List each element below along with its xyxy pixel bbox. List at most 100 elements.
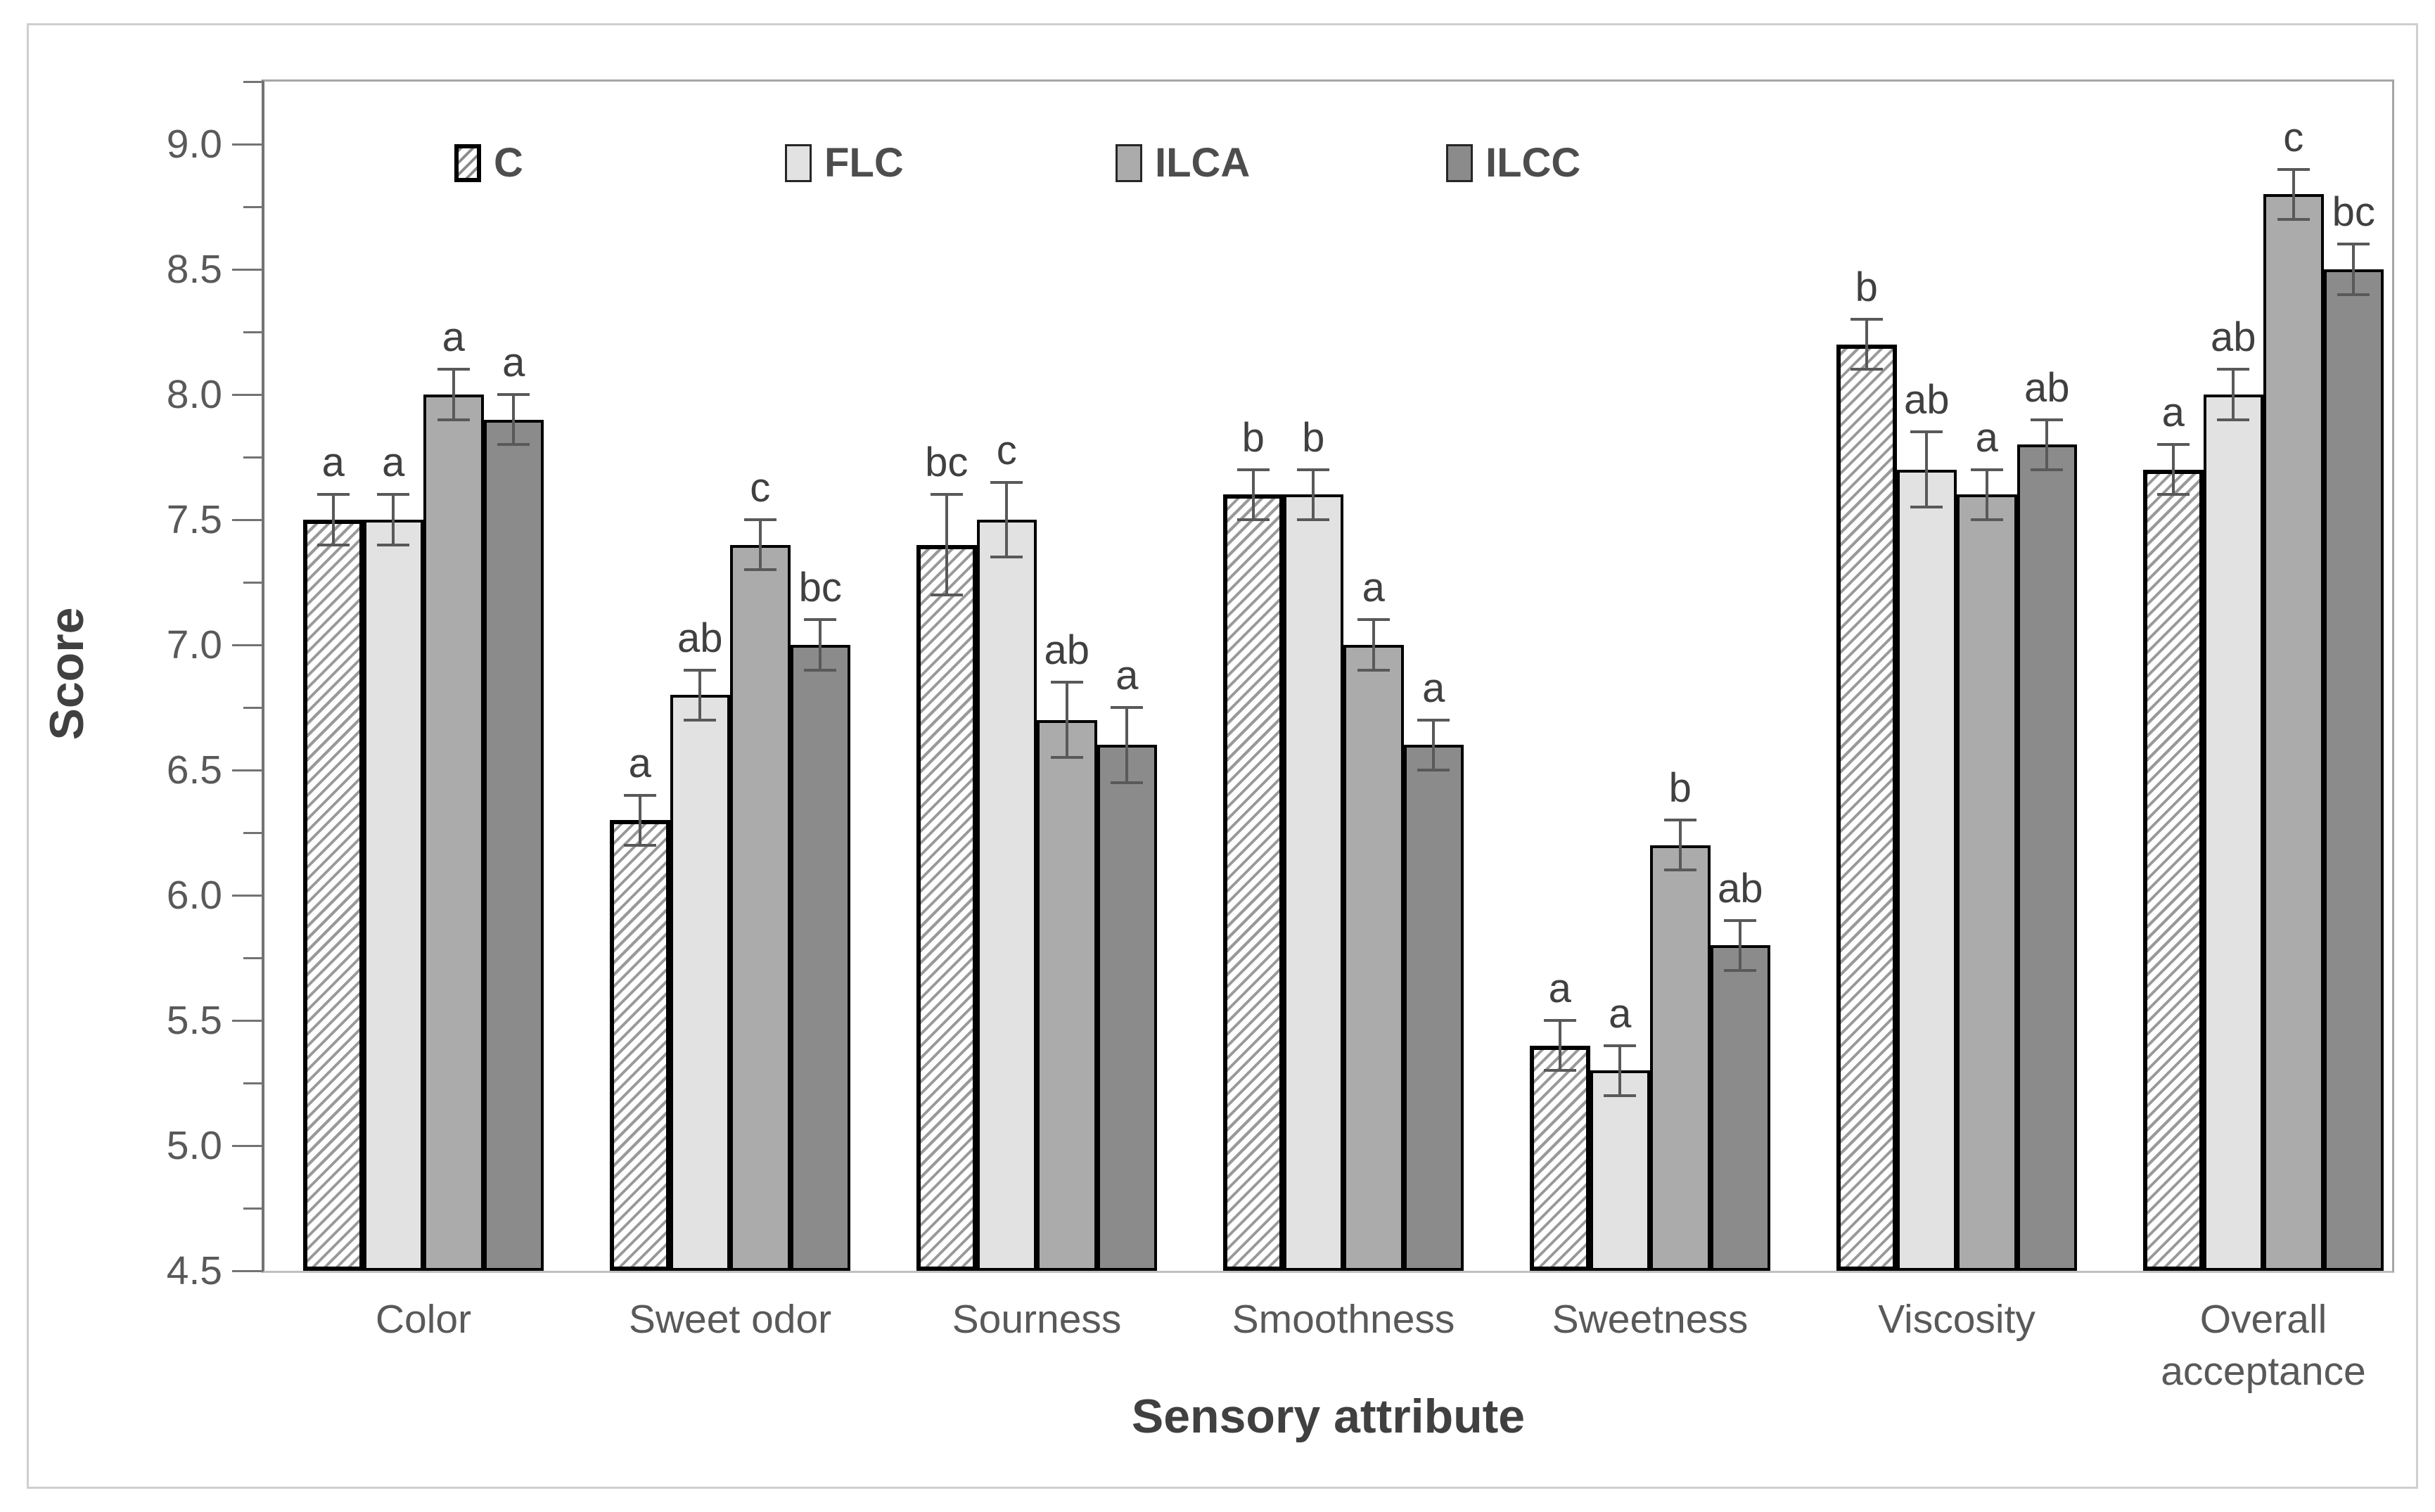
- bar-ilca: [1650, 845, 1711, 1271]
- bar-slot: b: [1836, 82, 1897, 1271]
- significance-letter: c: [996, 427, 1017, 473]
- bar-slot: bc: [916, 82, 977, 1271]
- error-bar-cap-top: [1357, 618, 1390, 622]
- error-bar-cap-top: [2277, 167, 2310, 171]
- y-minor-tick: [243, 957, 262, 959]
- significance-letter: c: [2283, 114, 2304, 160]
- bar-group: bc c ab a: [916, 82, 1157, 1271]
- bar-slot: c: [976, 82, 1037, 1271]
- error-bar: [1865, 319, 1868, 370]
- error-bar-cap-top: [1910, 430, 1943, 434]
- bar-ilcc: [1710, 945, 1770, 1271]
- error-bar-cap-bottom: [2217, 418, 2250, 421]
- error-bar: [638, 795, 641, 845]
- legend-label: FLC: [824, 140, 904, 186]
- error-bar: [1251, 469, 1255, 520]
- bar-group: a a b ab: [1530, 82, 1770, 1271]
- error-bar-cap-top: [437, 368, 470, 371]
- bar-slot: a: [483, 82, 544, 1271]
- bar-flc: [1283, 494, 1343, 1271]
- significance-letter: a: [382, 440, 405, 486]
- error-bar-cap-bottom: [2031, 468, 2064, 471]
- bar-slot: bc: [2323, 82, 2384, 1271]
- error-bar: [1739, 920, 1742, 970]
- bar-slot: a: [1343, 82, 1404, 1271]
- bar-flc: [976, 520, 1037, 1271]
- significance-letter: a: [1548, 966, 1571, 1011]
- error-bar-cap-bottom: [2337, 293, 2370, 296]
- significance-letter: b: [1302, 414, 1325, 461]
- error-bar: [1065, 682, 1068, 758]
- bar-ilcc: [1097, 745, 1157, 1271]
- x-category-label: Sweet odor: [628, 1297, 832, 1342]
- significance-letter: b: [1855, 264, 1878, 311]
- y-tick-label: 6.5: [166, 748, 222, 793]
- legend-item-ilca: ILCA: [1116, 139, 1446, 186]
- plot-area: C FLC ILCA ILCC Sensory attribute 4.5 5.0 5.5…: [167, 79, 2394, 1443]
- error-bar-cap-bottom: [684, 718, 717, 722]
- bar-slot: a: [2143, 82, 2204, 1271]
- error-bar-cap-bottom: [1417, 769, 1450, 771]
- y-minor-tick: [243, 832, 262, 834]
- significance-letter: ab: [2024, 364, 2070, 411]
- error-bar: [1312, 469, 1315, 520]
- bar-slot: a: [423, 82, 484, 1271]
- bar-ilca: [2263, 194, 2324, 1271]
- bar-flc: [670, 695, 730, 1271]
- legend-item-flc: FLC: [785, 139, 1116, 186]
- y-minor-tick: [243, 456, 262, 459]
- error-bar-cap-top: [684, 668, 717, 672]
- significance-letter: a: [321, 440, 345, 486]
- bar-slot: c: [730, 82, 791, 1271]
- x-category-label: Sourness: [952, 1297, 1122, 1342]
- error-bar-cap-top: [2156, 443, 2190, 447]
- error-bar-cap-top: [377, 493, 410, 496]
- error-bar-cap-bottom: [1910, 506, 1943, 509]
- error-bar-cap-top: [1417, 718, 1450, 722]
- significance-letter: b: [1668, 765, 1692, 812]
- bar-ilca: [1957, 494, 2017, 1271]
- legend-item-c: C: [454, 139, 785, 186]
- y-tick-label: 8.5: [166, 247, 222, 292]
- legend-swatch-ilcc: [1446, 143, 1473, 182]
- error-bar-cap-top: [1111, 706, 1144, 710]
- error-bar-cap-top: [990, 480, 1023, 484]
- bar-slot: ab: [2017, 82, 2077, 1271]
- error-bar-cap-bottom: [377, 543, 410, 546]
- y-major-tick: [232, 1020, 262, 1022]
- legend: C FLC ILCA ILCC: [454, 139, 1580, 186]
- bar-slot: a: [1530, 82, 1590, 1271]
- error-bar-cap-top: [2337, 243, 2370, 246]
- y-minor-tick: [243, 206, 262, 208]
- error-bar-cap-top: [2217, 368, 2250, 371]
- legend-swatch-c: [454, 143, 481, 182]
- bar-flc: [1590, 1070, 1650, 1271]
- y-tick-label: 5.0: [166, 1123, 222, 1168]
- x-axis-title: Sensory attribute: [1131, 1390, 1526, 1443]
- error-bar-cap-bottom: [1357, 668, 1390, 672]
- error-bar-cap-top: [317, 493, 350, 496]
- error-bar: [2171, 444, 2175, 495]
- y-axis-title: Score: [40, 607, 94, 741]
- bar-ilcc: [1403, 745, 1464, 1271]
- bar-slot: c: [2263, 82, 2324, 1271]
- y-major-tick: [232, 269, 262, 271]
- error-bar-cap-top: [1850, 318, 1883, 321]
- significance-letter: a: [1422, 665, 1445, 711]
- error-bar: [945, 494, 948, 595]
- significance-letter: ab: [1044, 627, 1090, 674]
- significance-letter: bc: [925, 440, 969, 486]
- error-bar-cap-bottom: [1543, 1069, 1576, 1072]
- bar-slot: b: [1650, 82, 1711, 1271]
- y-major-tick: [232, 143, 262, 146]
- y-minor-tick: [243, 582, 262, 584]
- error-bar-cap-top: [1970, 468, 2003, 471]
- error-bar: [819, 620, 822, 670]
- y-tick-label: 9.0: [166, 122, 222, 167]
- significance-letter: a: [1362, 565, 1385, 611]
- bar-c: [2143, 469, 2204, 1271]
- error-bar-cap-bottom: [1604, 1094, 1637, 1097]
- error-bar-cap-bottom: [1050, 756, 1083, 760]
- significance-letter: a: [1116, 653, 1139, 699]
